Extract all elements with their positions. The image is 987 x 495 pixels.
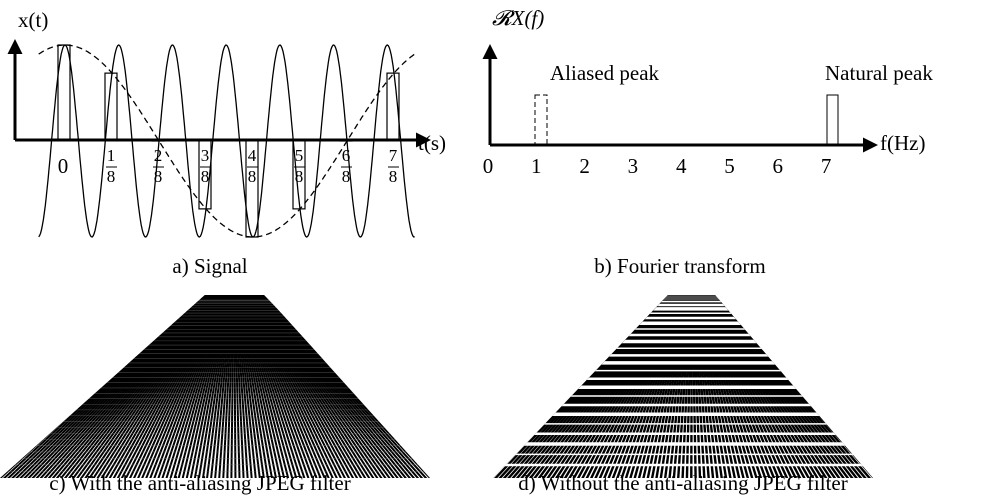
annotation: Natural peak [825,61,933,85]
tick-denominator: 8 [389,167,398,186]
tick-label: 3 [628,154,639,178]
tick-label: 0 [483,154,494,178]
caption: a) Signal [172,254,247,278]
aliased-peak [535,95,547,145]
fourier-panel: 𝓡X(f) f(Hz) Aliased peak Natural peak b)… [483,6,934,278]
caption: c) With the anti-aliasing JPEG filter [49,471,350,495]
figure: x(t) t(s) a) Signal 0 1 8 2 8 3 8 4 8 5 8 6 8 7 8 𝓡X(f… [0,0,987,495]
x-label: t(s) [418,131,446,155]
tick-label: 0 [58,154,69,178]
tick-denominator: 8 [248,167,257,186]
tick-label: 4 [676,154,687,178]
sample-box [340,140,352,141]
tick-numerator: 7 [389,146,398,165]
band [660,295,720,301]
y-label: x(t) [18,8,48,32]
tick-label: 5 [724,154,735,178]
caption: d) Without the anti-aliasing JPEG filter [518,471,847,495]
tick-label: 2 [579,154,590,178]
tick-denominator: 8 [201,167,210,186]
annotation: Aliased peak [550,61,660,85]
natural-peak [827,95,838,145]
tick-numerator: 4 [248,146,257,165]
tick-denominator: 8 [107,167,116,186]
signal-panel: x(t) t(s) a) Signal 0 1 8 2 8 3 8 4 8 5 8 6 8 7 8 [15,8,446,278]
tick-numerator: 6 [342,146,351,165]
tick-label: 1 [531,154,542,178]
sample-box [152,140,164,141]
x-label: f(Hz) [880,131,925,155]
tick-numerator: 3 [201,146,210,165]
tick-denominator: 8 [295,167,304,186]
tick-numerator: 2 [154,146,163,165]
tick-numerator: 5 [295,146,304,165]
y-label: 𝓡X(f) [492,6,544,30]
tick-label: 7 [821,154,832,178]
caption: b) Fourier transform [594,254,765,278]
tick-numerator: 1 [107,146,116,165]
tick-denominator: 8 [342,167,351,186]
tick-denominator: 8 [154,167,163,186]
tick-label: 6 [773,154,784,178]
